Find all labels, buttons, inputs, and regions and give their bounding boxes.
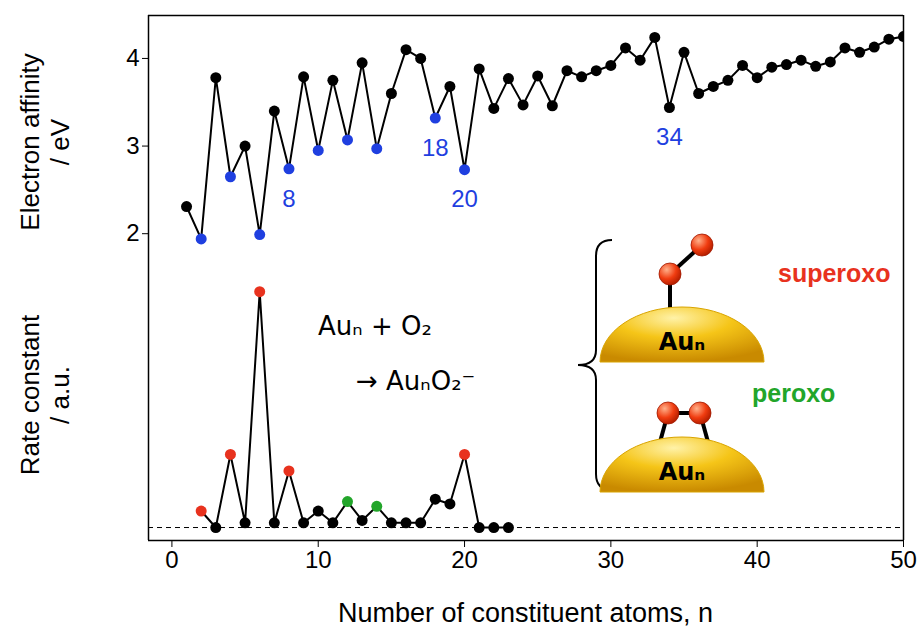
svg-text:2: 2 bbox=[126, 219, 139, 246]
svg-text:4: 4 bbox=[126, 44, 139, 71]
svg-text:20: 20 bbox=[451, 546, 478, 573]
svg-text:/ eV: / eV bbox=[45, 118, 75, 165]
svg-text:50: 50 bbox=[890, 546, 917, 573]
svg-text:3: 3 bbox=[126, 132, 139, 159]
svg-text:Rate constant: Rate constant bbox=[15, 314, 45, 475]
svg-text:→ AuₙO₂⁻: → AuₙO₂⁻ bbox=[356, 366, 475, 396]
svg-text:Auₙ: Auₙ bbox=[659, 328, 706, 356]
svg-text:40: 40 bbox=[744, 546, 771, 573]
svg-text:Auₙ: Auₙ bbox=[659, 458, 706, 486]
svg-text:peroxo: peroxo bbox=[752, 379, 835, 407]
svg-text:34: 34 bbox=[656, 123, 683, 150]
svg-text:/ a.u.: / a.u. bbox=[45, 366, 75, 424]
svg-text:18: 18 bbox=[422, 134, 449, 161]
svg-text:10: 10 bbox=[305, 546, 332, 573]
svg-text:20: 20 bbox=[451, 185, 478, 212]
svg-text:Electron affinity: Electron affinity bbox=[15, 53, 45, 230]
svg-text:Number of constituent atoms, n: Number of constituent atoms, n bbox=[338, 598, 713, 628]
svg-text:Auₙ + O₂: Auₙ + O₂ bbox=[318, 311, 432, 341]
svg-text:8: 8 bbox=[282, 185, 295, 212]
svg-text:30: 30 bbox=[598, 546, 625, 573]
svg-text:0: 0 bbox=[165, 546, 178, 573]
svg-text:superoxo: superoxo bbox=[778, 259, 891, 287]
